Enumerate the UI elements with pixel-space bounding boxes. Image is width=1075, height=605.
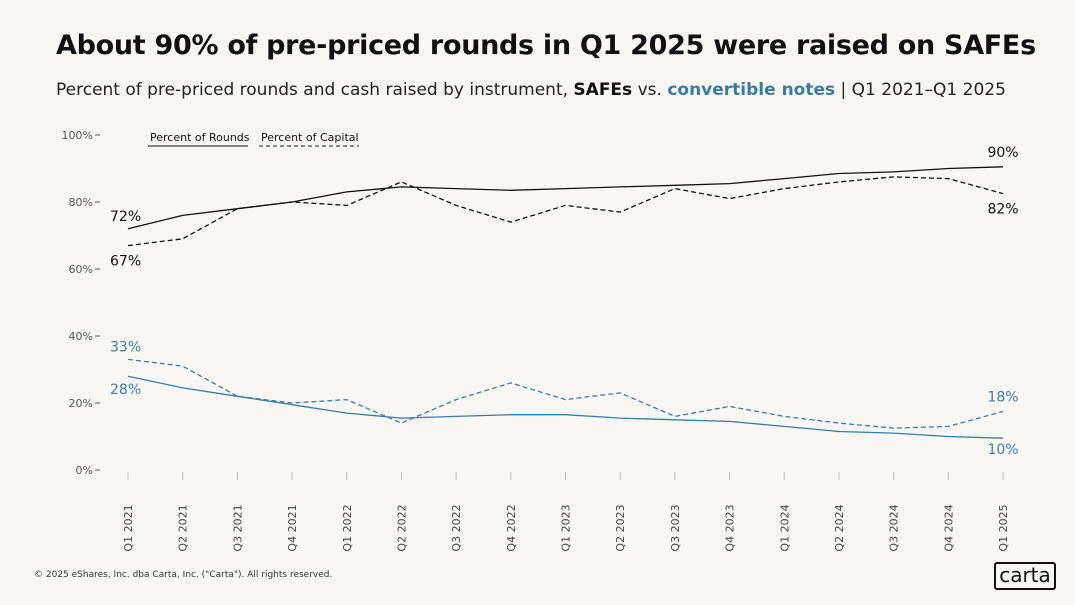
data-label: 67% [110, 254, 141, 270]
x-tick-label: Q1 2025 [997, 504, 1010, 551]
x-tick-label: Q2 2023 [614, 504, 627, 551]
data-label: 72% [110, 209, 141, 225]
subtitle-prefix: Percent of pre-priced rounds and cash ra… [56, 80, 574, 100]
series-line [127, 358, 1004, 429]
series-line [127, 176, 1004, 247]
y-tick-label: 40% [69, 330, 93, 343]
x-tick-label: Q4 2021 [286, 504, 299, 551]
x-tick-label: Q3 2024 [888, 504, 901, 551]
x-tick-label: Q2 2024 [833, 504, 846, 551]
y-tick-label: 100% [62, 129, 93, 142]
subtitle-safes: SAFEs [573, 80, 633, 100]
y-tick-label: 60% [69, 263, 93, 276]
y-tick-label: 80% [69, 196, 93, 209]
data-label: 18% [987, 389, 1018, 405]
x-tick-label: Q1 2022 [341, 504, 354, 551]
x-tick-label: Q3 2022 [450, 504, 463, 551]
x-tick-label: Q2 2021 [177, 504, 190, 551]
carta-logo: carta [994, 562, 1056, 590]
data-label: 33% [110, 339, 141, 355]
subtitle-vs: vs. [632, 80, 668, 100]
data-label: 82% [987, 202, 1018, 218]
series-line [127, 166, 1004, 230]
subtitle-suffix: | Q1 2021–Q1 2025 [835, 80, 1006, 100]
x-tick-label: Q3 2023 [669, 504, 682, 551]
data-label: 90% [987, 145, 1018, 161]
x-tick-label: Q4 2023 [724, 504, 737, 551]
series-line [127, 375, 1004, 439]
copyright-footer: © 2025 eShares, Inc. dba Carta, Inc. ("C… [34, 570, 333, 580]
x-tick-label: Q1 2024 [778, 504, 791, 551]
subtitle-notes: convertible notes [667, 80, 836, 100]
x-tick-label: Q1 2021 [122, 504, 135, 551]
x-tick-label: Q4 2022 [505, 504, 518, 551]
chart-title: About 90% of pre-priced rounds in Q1 202… [56, 30, 1036, 61]
x-tick-label: Q1 2023 [560, 504, 573, 551]
legend-label: Percent of Rounds [150, 131, 250, 144]
x-tick-label: Q4 2024 [942, 504, 955, 551]
x-tick-label: Q2 2022 [395, 504, 408, 551]
data-label: 10% [987, 442, 1018, 458]
data-label: 28% [110, 382, 141, 398]
y-tick-label: 20% [69, 397, 93, 410]
x-tick-label: Q3 2021 [231, 504, 244, 551]
y-tick-label: 0% [76, 464, 93, 477]
chart-subtitle: Percent of pre-priced rounds and cash ra… [56, 80, 1006, 100]
legend-label: Percent of Capital [261, 131, 359, 144]
